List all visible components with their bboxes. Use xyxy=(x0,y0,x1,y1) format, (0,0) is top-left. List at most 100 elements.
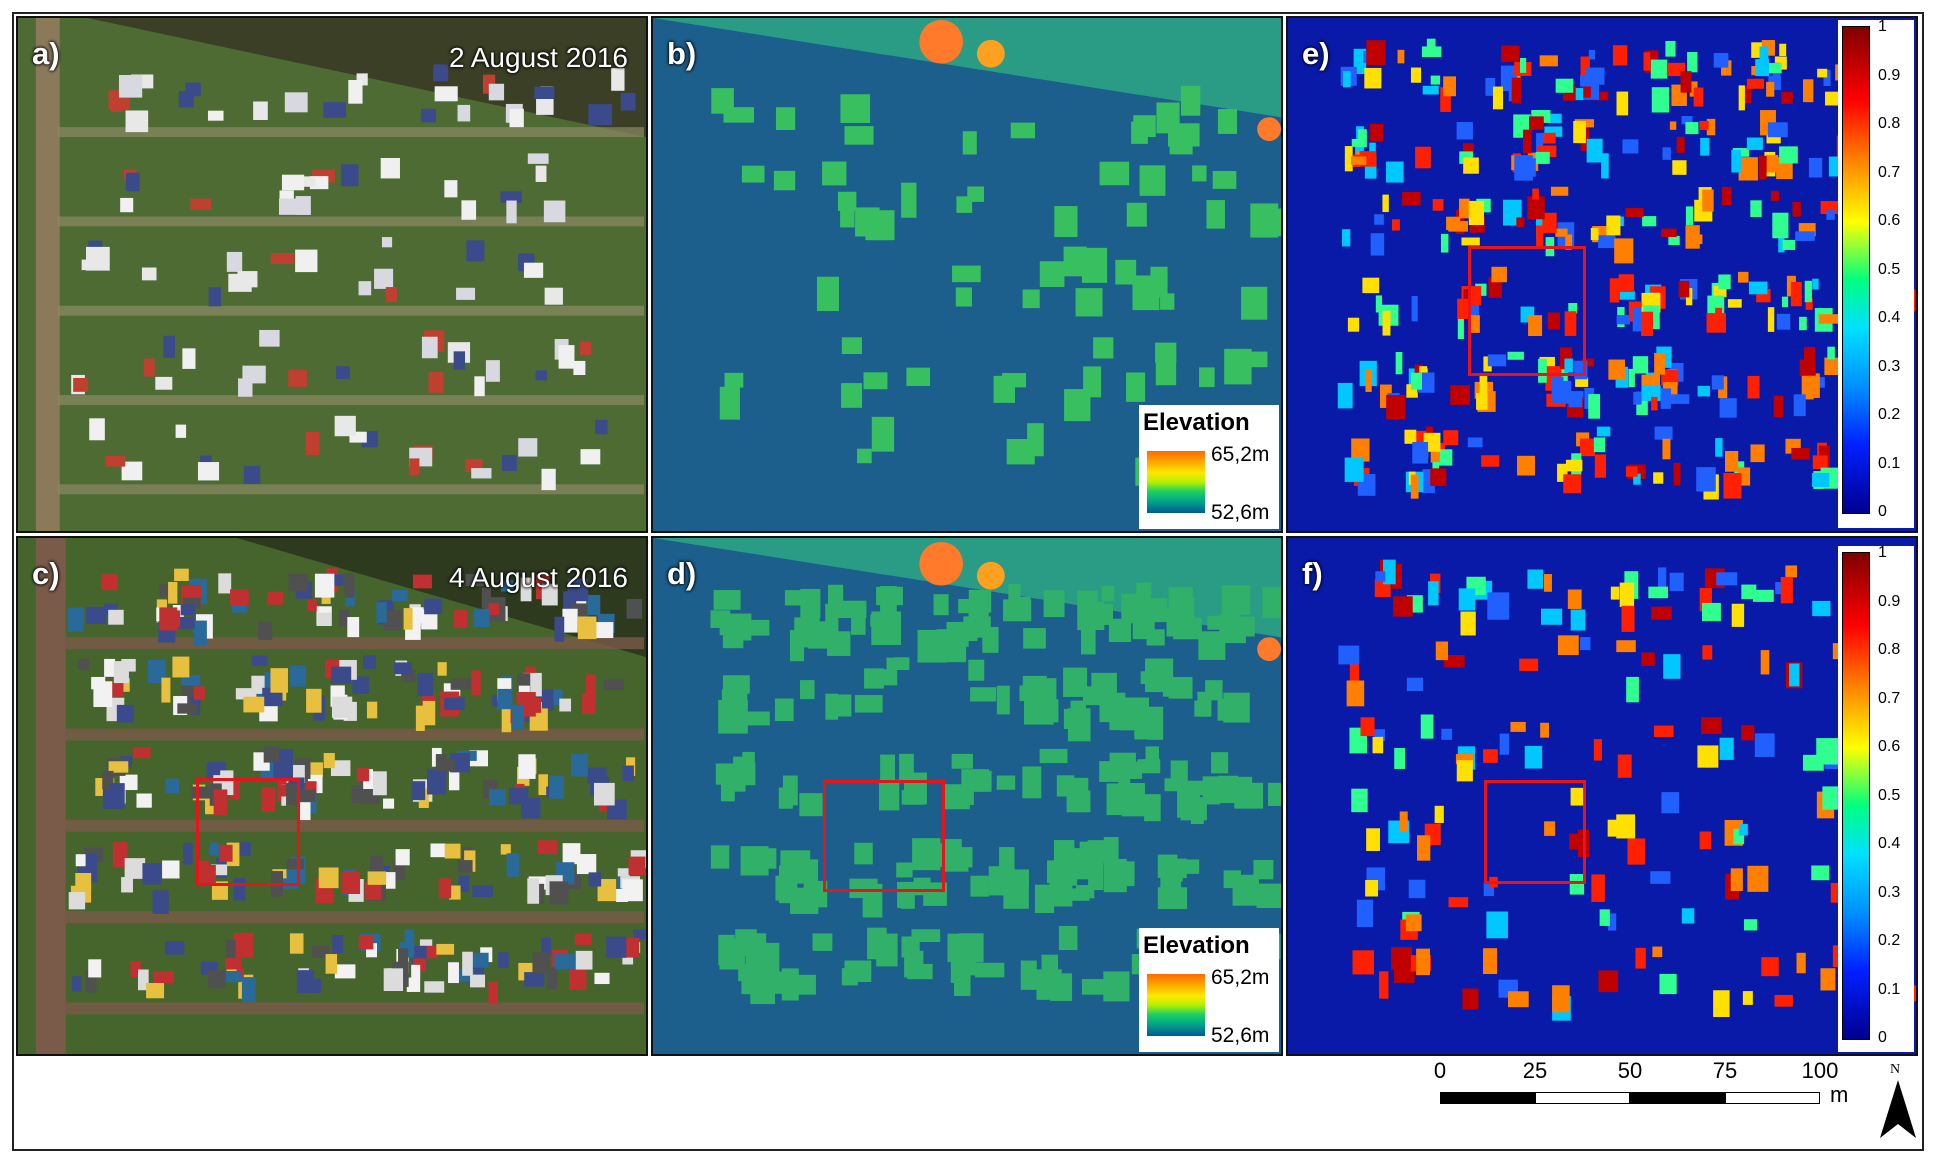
image-texture xyxy=(1822,786,1838,810)
image-texture xyxy=(952,265,981,283)
image-texture xyxy=(323,753,335,769)
image-texture xyxy=(901,790,926,805)
image-texture xyxy=(1575,88,1584,101)
image-texture xyxy=(1790,281,1802,307)
probability-legend-e: 1 0.9 0.8 0.7 0.6 0.5 0.4 0.3 0.2 0.1 0 xyxy=(1838,18,1914,528)
image-texture xyxy=(471,468,492,479)
panel-date-c: 4 August 2016 xyxy=(448,562,628,593)
image-texture xyxy=(1820,201,1840,215)
image-texture xyxy=(1641,652,1655,666)
image-texture xyxy=(1455,754,1474,765)
image-texture xyxy=(968,589,992,613)
image-texture xyxy=(1625,207,1644,218)
image-texture xyxy=(1680,71,1692,93)
image-texture xyxy=(121,461,143,481)
image-texture xyxy=(1470,315,1480,333)
image-texture xyxy=(1529,116,1544,130)
image-texture xyxy=(1364,155,1377,179)
image-texture xyxy=(1076,885,1095,899)
image-texture xyxy=(1766,63,1782,74)
image-texture xyxy=(1402,191,1421,206)
panel-label-c: c) xyxy=(32,556,60,591)
image-texture xyxy=(161,677,171,703)
image-texture xyxy=(457,860,473,873)
image-texture xyxy=(1510,721,1526,732)
image-texture xyxy=(1360,717,1375,737)
image-texture xyxy=(996,775,1016,790)
image-texture xyxy=(110,94,124,112)
image-texture xyxy=(841,968,858,986)
image-texture xyxy=(472,885,493,898)
image-texture xyxy=(789,630,805,662)
image-texture xyxy=(141,267,157,281)
image-texture xyxy=(290,665,307,687)
image-texture xyxy=(1347,317,1360,332)
image-texture xyxy=(235,688,257,700)
image-texture xyxy=(1487,354,1507,367)
image-texture xyxy=(1733,829,1745,845)
image-texture xyxy=(161,610,181,628)
image-texture xyxy=(1462,143,1474,160)
image-texture xyxy=(1410,474,1419,499)
image-texture xyxy=(1043,590,1065,618)
image-texture xyxy=(424,981,445,993)
image-texture xyxy=(1593,739,1602,761)
image-texture xyxy=(1561,369,1568,389)
image-texture xyxy=(383,968,404,992)
image-texture xyxy=(391,589,408,602)
image-texture xyxy=(1430,449,1440,463)
image-texture xyxy=(1570,609,1586,631)
image-texture xyxy=(85,970,97,993)
image-texture xyxy=(105,456,126,467)
image-texture xyxy=(1162,682,1179,697)
image-texture xyxy=(338,609,350,627)
image-texture xyxy=(1622,139,1639,154)
image-texture xyxy=(512,704,524,731)
image-texture xyxy=(1567,589,1582,609)
image-texture xyxy=(825,603,839,636)
image-texture xyxy=(710,845,730,869)
image-texture xyxy=(844,126,874,145)
image-texture xyxy=(549,775,564,799)
image-texture xyxy=(1022,289,1040,309)
image-texture xyxy=(1155,351,1177,386)
image-texture xyxy=(364,882,382,901)
image-texture xyxy=(465,573,485,586)
image-texture xyxy=(538,774,548,796)
image-texture xyxy=(854,842,873,865)
image-texture xyxy=(1356,899,1374,928)
image-texture xyxy=(1780,576,1793,604)
image-texture xyxy=(1825,91,1841,106)
image-texture xyxy=(1792,201,1801,217)
image-texture xyxy=(108,609,124,625)
image-texture xyxy=(1192,165,1207,182)
image-texture xyxy=(825,693,839,720)
image-texture xyxy=(1543,574,1552,592)
image-texture xyxy=(1767,307,1775,332)
image-texture xyxy=(573,360,586,376)
image-texture xyxy=(536,99,554,115)
image-texture xyxy=(1428,581,1439,606)
image-texture xyxy=(799,793,823,817)
image-texture xyxy=(1826,210,1835,220)
probability-tick-label: 1 xyxy=(1878,544,1887,561)
image-texture xyxy=(1672,160,1687,175)
image-texture xyxy=(1566,391,1584,401)
image-texture xyxy=(1685,225,1700,249)
image-texture xyxy=(1064,932,1077,945)
image-texture xyxy=(1596,426,1611,437)
image-texture xyxy=(1793,394,1806,417)
scale-segment-2 xyxy=(1535,1092,1630,1104)
image-texture xyxy=(722,675,750,694)
image-texture xyxy=(996,685,1010,715)
image-texture xyxy=(219,844,233,862)
image-texture xyxy=(1106,783,1126,816)
image-texture xyxy=(497,952,509,968)
image-texture xyxy=(1351,438,1370,462)
image-texture xyxy=(1211,752,1229,774)
image-texture xyxy=(152,890,169,914)
image-texture xyxy=(1468,200,1485,226)
image-texture xyxy=(715,763,736,785)
image-texture xyxy=(165,778,180,794)
image-texture xyxy=(1570,787,1584,806)
